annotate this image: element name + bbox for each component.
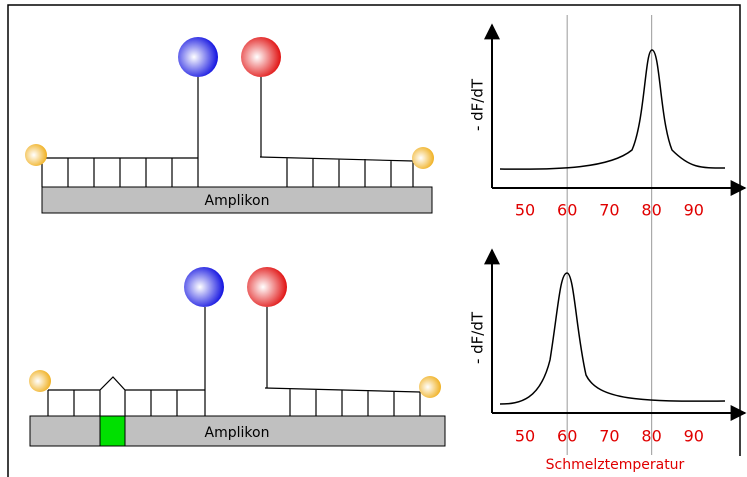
fluorophore-blue [184,267,224,307]
probe-top: Amplikon [25,37,434,214]
x-axis-label: Schmelztemperatur [546,457,685,473]
x-tick-label: 80 [641,427,661,446]
frame [7,4,741,477]
amplicon-label: Amplikon [205,193,270,209]
x-tick-label: 70 [599,427,619,446]
y-axis-label: - dF/dT [469,78,487,131]
melt-curve [499,49,726,170]
mutation [99,415,126,447]
x-tick-label: 60 [557,427,577,446]
fluorophore-blue [178,37,218,77]
x-tick-label: 90 [684,427,704,446]
quencher [419,376,441,398]
x-tick-label: 70 [599,201,619,220]
x-tick-label: 60 [557,201,577,220]
melt-curve [499,272,726,405]
quencher [25,144,47,166]
probe-bottom: Amplikon [29,267,446,447]
y-axis-label: - dF/dT [469,311,487,364]
x-tick-label: 50 [515,201,535,220]
fluorophore-red [241,37,281,77]
fluorophore-red [247,267,287,307]
probe-strand [47,307,421,416]
x-tick-label: 90 [684,201,704,220]
quencher [29,370,51,392]
probe-strand [41,77,414,187]
x-tick-label: 80 [641,201,661,220]
amplicon-bar [41,186,433,214]
amplicon-bar [29,415,446,447]
quencher [412,147,434,169]
x-tick-label: 50 [515,427,535,446]
charts: - dF/dT 50 60 70 80 90 - dF/dT 50 60 70 80 90 [469,15,747,455]
amplicon-label: Amplikon [205,425,270,441]
